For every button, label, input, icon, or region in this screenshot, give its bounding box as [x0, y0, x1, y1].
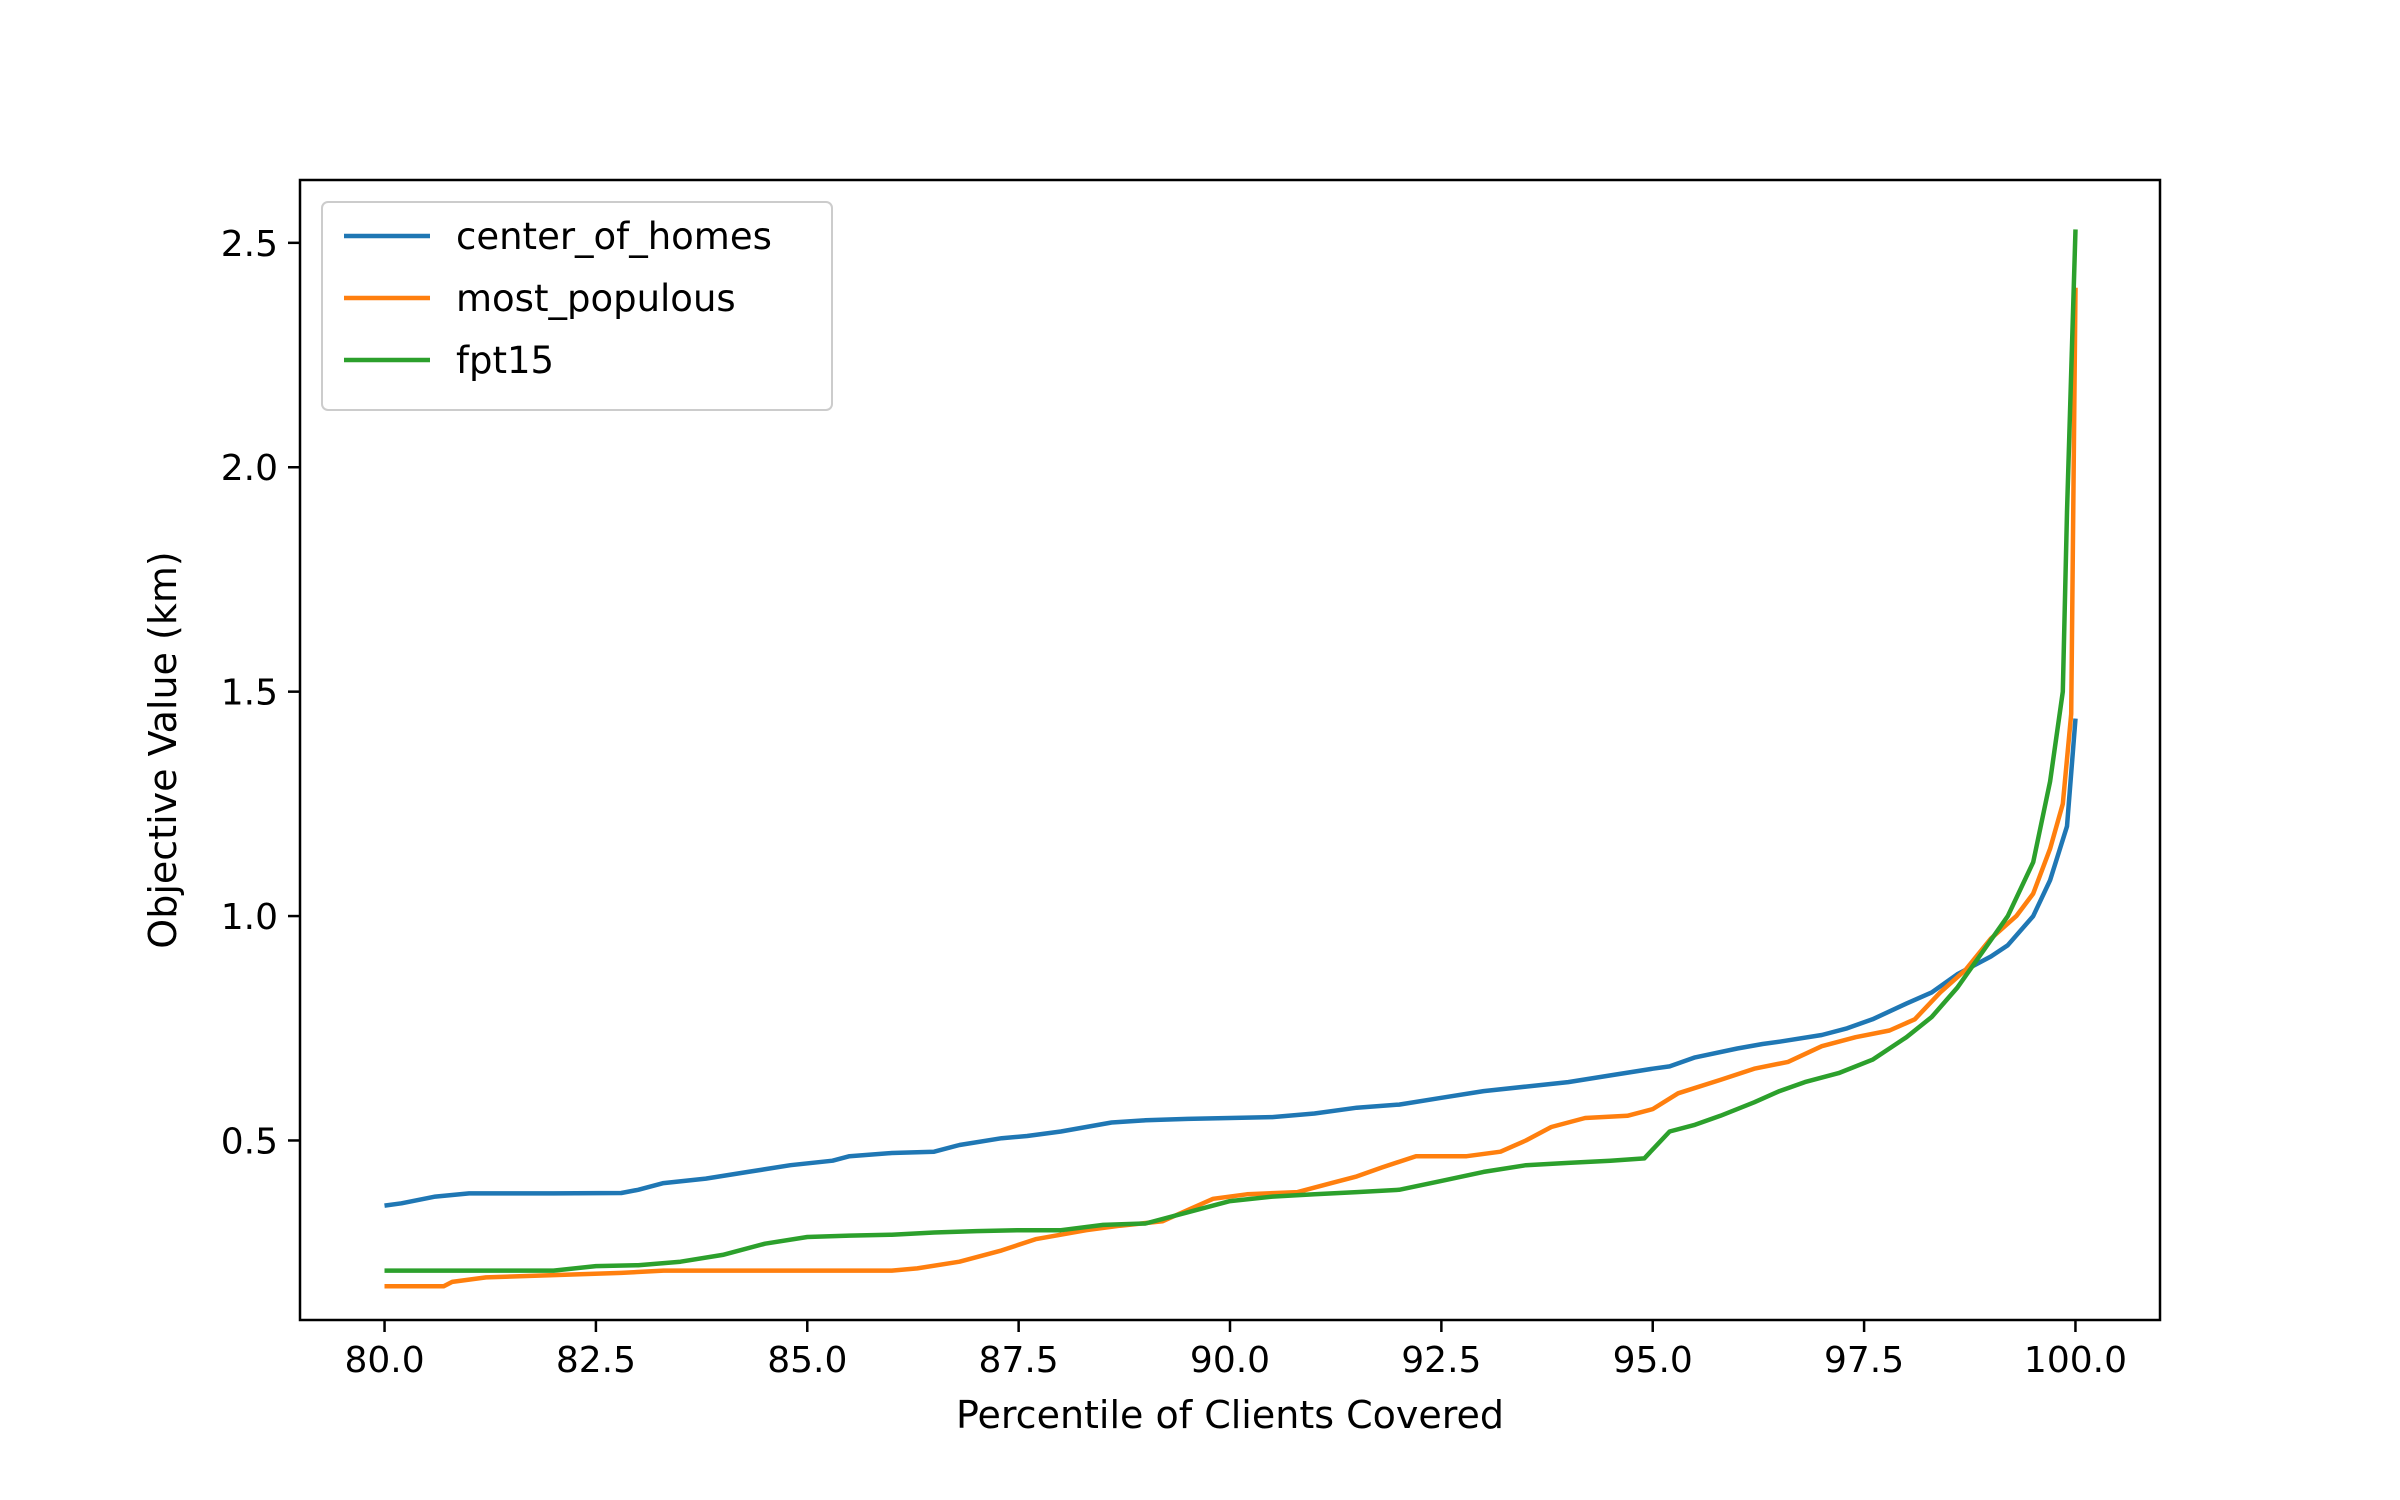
y-axis: 0.5 1.0 1.5 2.0 2.5 — [221, 224, 300, 1162]
x-axis: 80.0 82.5 85.0 87.5 90.0 92.5 95.0 97.5 100.0 — [344, 1320, 2127, 1381]
y-tick-label: 2.5 — [221, 224, 278, 265]
x-tick-label: 82.5 — [556, 1340, 636, 1381]
legend-label: center_of_homes — [456, 215, 772, 258]
y-tick-label: 0.5 — [221, 1121, 278, 1162]
x-tick-label: 92.5 — [1401, 1340, 1481, 1381]
x-tick-label: 95.0 — [1613, 1340, 1693, 1381]
legend-box — [321, 201, 833, 411]
x-tick-label: 90.0 — [1190, 1340, 1270, 1381]
y-tick-label: 2.0 — [221, 448, 278, 489]
x-tick-label: 87.5 — [979, 1340, 1059, 1381]
legend-label: most_populous — [456, 277, 736, 320]
y-axis-label: Objective Value (km) — [141, 551, 185, 948]
y-tick-label: 1.0 — [221, 897, 278, 938]
x-axis-label: Percentile of Clients Covered — [956, 1393, 1504, 1437]
legend-label: fpt15 — [456, 339, 554, 382]
legend: center_of_homes most_populous fpt15 — [321, 201, 833, 411]
y-tick-label: 1.5 — [221, 673, 278, 714]
series-layer — [384, 229, 2078, 1289]
x-tick-label: 97.5 — [1824, 1340, 1904, 1381]
x-tick-label: 85.0 — [767, 1340, 847, 1381]
x-tick-label: 100.0 — [2024, 1340, 2127, 1381]
series-line-fpt15 — [384, 229, 2078, 1273]
x-tick-label: 80.0 — [344, 1340, 424, 1381]
series-line-center-of-homes — [384, 718, 2078, 1208]
series-line-most-populous — [384, 287, 2078, 1289]
